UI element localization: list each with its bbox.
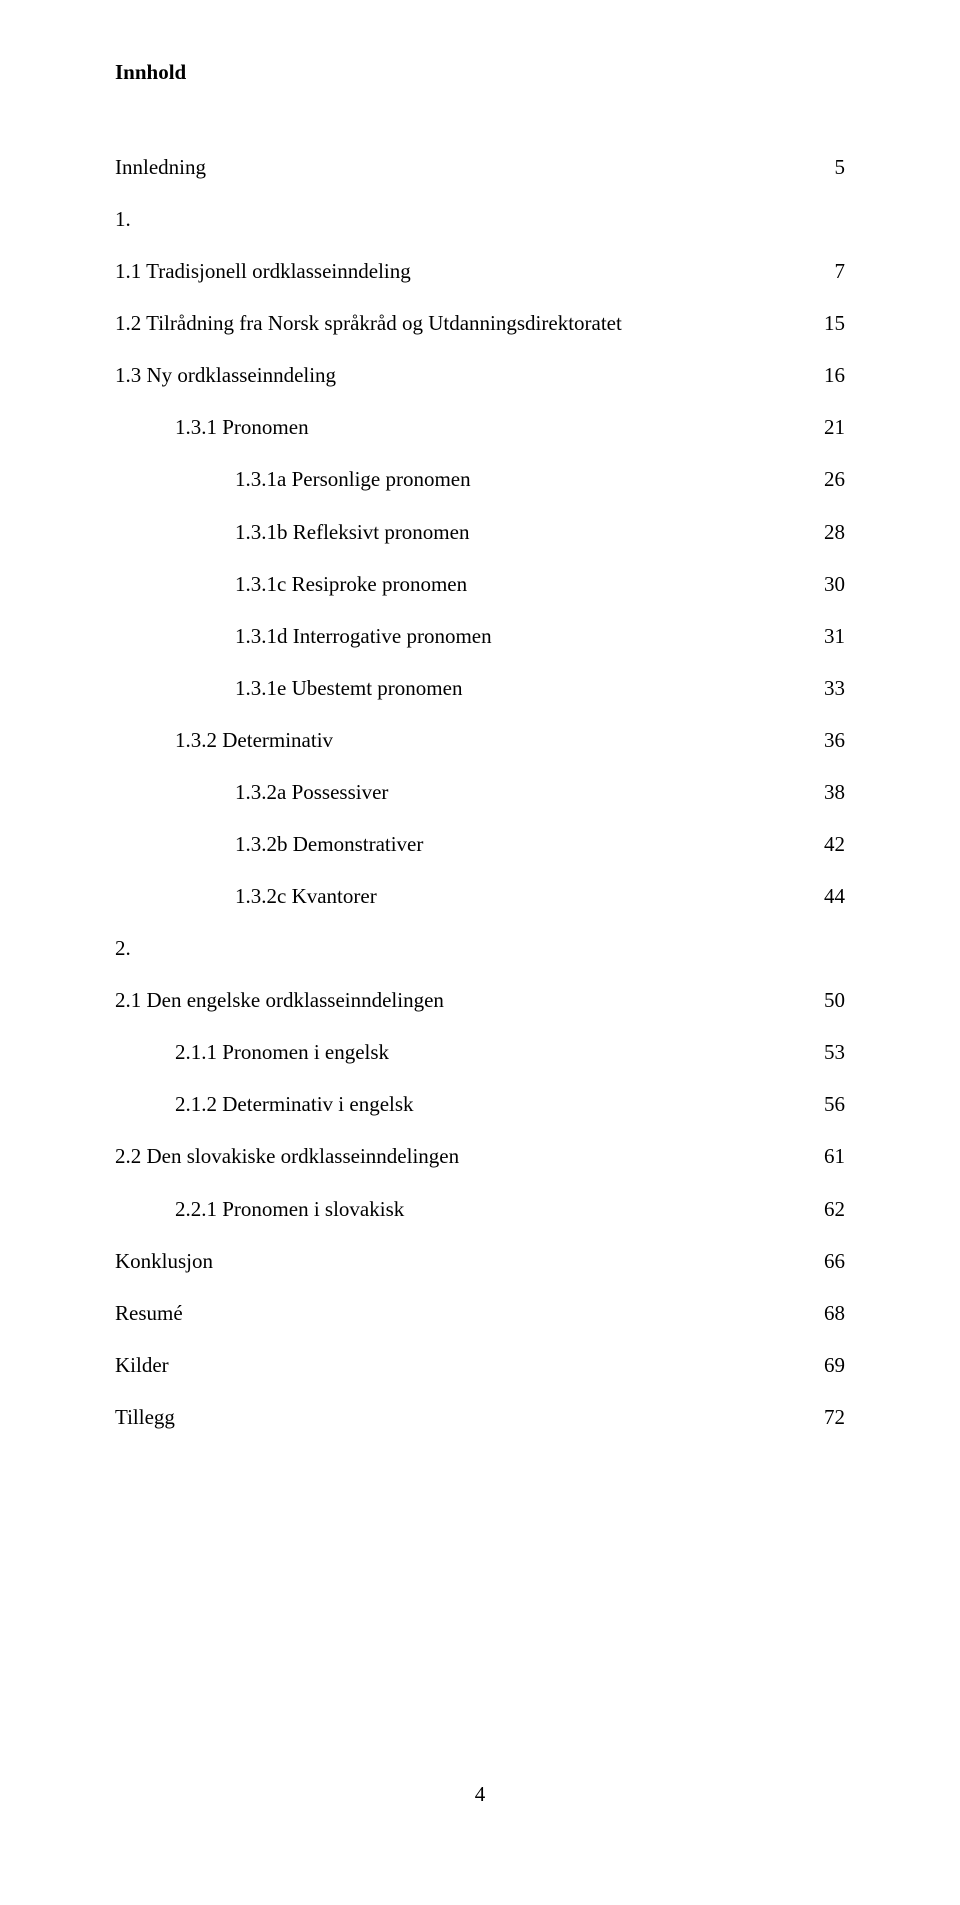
toc-page-number: 21 bbox=[805, 401, 845, 453]
toc-list: Innledning 5 1.1.1 Tradisjonell ordklassei… bbox=[115, 141, 845, 1443]
toc-row: 1.3.1e Ubestemt pronomen 33 bbox=[115, 662, 845, 714]
toc-row: 1.1 Tradisjonell ordklasseinndeling 7 bbox=[115, 245, 845, 297]
toc-row: 1.3.2 Determinativ 36 bbox=[115, 714, 845, 766]
toc-page-number: 5 bbox=[805, 141, 845, 193]
toc-label: 2.2 Den slovakiske ordklasseinndelingen bbox=[115, 1130, 459, 1182]
toc-row: 1.3.1a Personlige pronomen 26 bbox=[115, 453, 845, 505]
toc-label: 2.1.1 Pronomen i engelsk bbox=[175, 1026, 389, 1078]
toc-label: 1.3.2b Demonstrativer bbox=[235, 818, 423, 870]
toc-page-number: 44 bbox=[805, 870, 845, 922]
toc-row: 2.2.1 Pronomen i slovakisk 62 bbox=[115, 1183, 845, 1235]
toc-page-number: 15 bbox=[805, 297, 845, 349]
toc-page-number: 62 bbox=[805, 1183, 845, 1235]
toc-page-number: 7 bbox=[805, 245, 845, 297]
toc-label: 1. bbox=[115, 193, 131, 245]
toc-label: 1.3.1d Interrogative pronomen bbox=[235, 610, 492, 662]
toc-label: 2.2.1 Pronomen i slovakisk bbox=[175, 1183, 404, 1235]
toc-page-number: 68 bbox=[805, 1287, 845, 1339]
toc-label: 1.2 Tilrådning fra Norsk språkråd og Utd… bbox=[115, 297, 622, 349]
toc-label: 2.1 Den engelske ordklasseinndelingen bbox=[115, 974, 444, 1026]
toc-row: 1.3.2c Kvantorer 44 bbox=[115, 870, 845, 922]
toc-label: Kilder bbox=[115, 1339, 169, 1391]
toc-row: 1.3.2a Possessiver 38 bbox=[115, 766, 845, 818]
toc-label: 1.1 Tradisjonell ordklasseinndeling bbox=[115, 245, 411, 297]
toc-label: 1.3.1c Resiproke pronomen bbox=[235, 558, 467, 610]
toc-heading: Innhold bbox=[115, 60, 845, 85]
toc-row: Kilder 69 bbox=[115, 1339, 845, 1391]
toc-row: 2.2 Den slovakiske ordklasseinndelingen 6… bbox=[115, 1130, 845, 1182]
toc-page-number: 30 bbox=[805, 558, 845, 610]
toc-row: 2. bbox=[115, 922, 845, 974]
toc-label: 2. bbox=[115, 922, 131, 974]
toc-label: Innledning bbox=[115, 141, 206, 193]
toc-label: 2.1.2 Determinativ i engelsk bbox=[175, 1078, 414, 1130]
toc-page-number: 72 bbox=[805, 1391, 845, 1443]
page: Innhold Innledning 5 1.1.1 Tradisjonell or… bbox=[0, 0, 960, 1905]
toc-label: 1.3.1 Pronomen bbox=[175, 401, 309, 453]
toc-label: 1.3.2 Determinativ bbox=[175, 714, 333, 766]
toc-page-number: 16 bbox=[805, 349, 845, 401]
toc-label: Resumé bbox=[115, 1287, 183, 1339]
toc-page-number: 69 bbox=[805, 1339, 845, 1391]
toc-label: Tillegg bbox=[115, 1391, 175, 1443]
toc-page-number: 33 bbox=[805, 662, 845, 714]
toc-row: 1.3.1d Interrogative pronomen 31 bbox=[115, 610, 845, 662]
toc-row: 2.1 Den engelske ordklasseinndelingen 50 bbox=[115, 974, 845, 1026]
toc-page-number: 42 bbox=[805, 818, 845, 870]
toc-row: 1.3.2b Demonstrativer 42 bbox=[115, 818, 845, 870]
page-number: 4 bbox=[0, 1782, 960, 1807]
toc-label: 1.3 Ny ordklasseinndeling bbox=[115, 349, 336, 401]
toc-row: 1.3.1c Resiproke pronomen 30 bbox=[115, 558, 845, 610]
toc-row: 2.1.2 Determinativ i engelsk 56 bbox=[115, 1078, 845, 1130]
toc-row: Resumé 68 bbox=[115, 1287, 845, 1339]
toc-page-number: 61 bbox=[805, 1130, 845, 1182]
toc-label: 1.3.2a Possessiver bbox=[235, 766, 388, 818]
toc-row: Tillegg 72 bbox=[115, 1391, 845, 1443]
toc-page-number: 38 bbox=[805, 766, 845, 818]
toc-row: Innledning 5 bbox=[115, 141, 845, 193]
toc-page-number: 50 bbox=[805, 974, 845, 1026]
toc-row: 1.2 Tilrådning fra Norsk språkråd og Utd… bbox=[115, 297, 845, 349]
toc-label: 1.3.1b Refleksivt pronomen bbox=[235, 506, 469, 558]
toc-page-number: 56 bbox=[805, 1078, 845, 1130]
toc-page-number: 36 bbox=[805, 714, 845, 766]
toc-page-number: 26 bbox=[805, 453, 845, 505]
toc-label: 1.3.2c Kvantorer bbox=[235, 870, 377, 922]
toc-label: Konklusjon bbox=[115, 1235, 213, 1287]
toc-label: 1.3.1e Ubestemt pronomen bbox=[235, 662, 462, 714]
toc-page-number: 28 bbox=[805, 506, 845, 558]
toc-page-number: 66 bbox=[805, 1235, 845, 1287]
toc-label: 1.3.1a Personlige pronomen bbox=[235, 453, 471, 505]
toc-row: 1.3.1b Refleksivt pronomen 28 bbox=[115, 506, 845, 558]
toc-page-number: 53 bbox=[805, 1026, 845, 1078]
toc-row: Konklusjon 66 bbox=[115, 1235, 845, 1287]
toc-row: 1. bbox=[115, 193, 845, 245]
toc-row: 1.3.1 Pronomen 21 bbox=[115, 401, 845, 453]
toc-row: 1.3 Ny ordklasseinndeling 16 bbox=[115, 349, 845, 401]
toc-row: 2.1.1 Pronomen i engelsk 53 bbox=[115, 1026, 845, 1078]
toc-page-number: 31 bbox=[805, 610, 845, 662]
